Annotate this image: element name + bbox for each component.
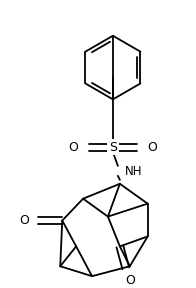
Text: S: S: [109, 141, 117, 154]
Text: O: O: [125, 274, 135, 287]
Text: NH: NH: [125, 165, 142, 178]
Text: O: O: [148, 141, 158, 154]
Text: O: O: [68, 141, 78, 154]
Text: O: O: [20, 214, 29, 227]
